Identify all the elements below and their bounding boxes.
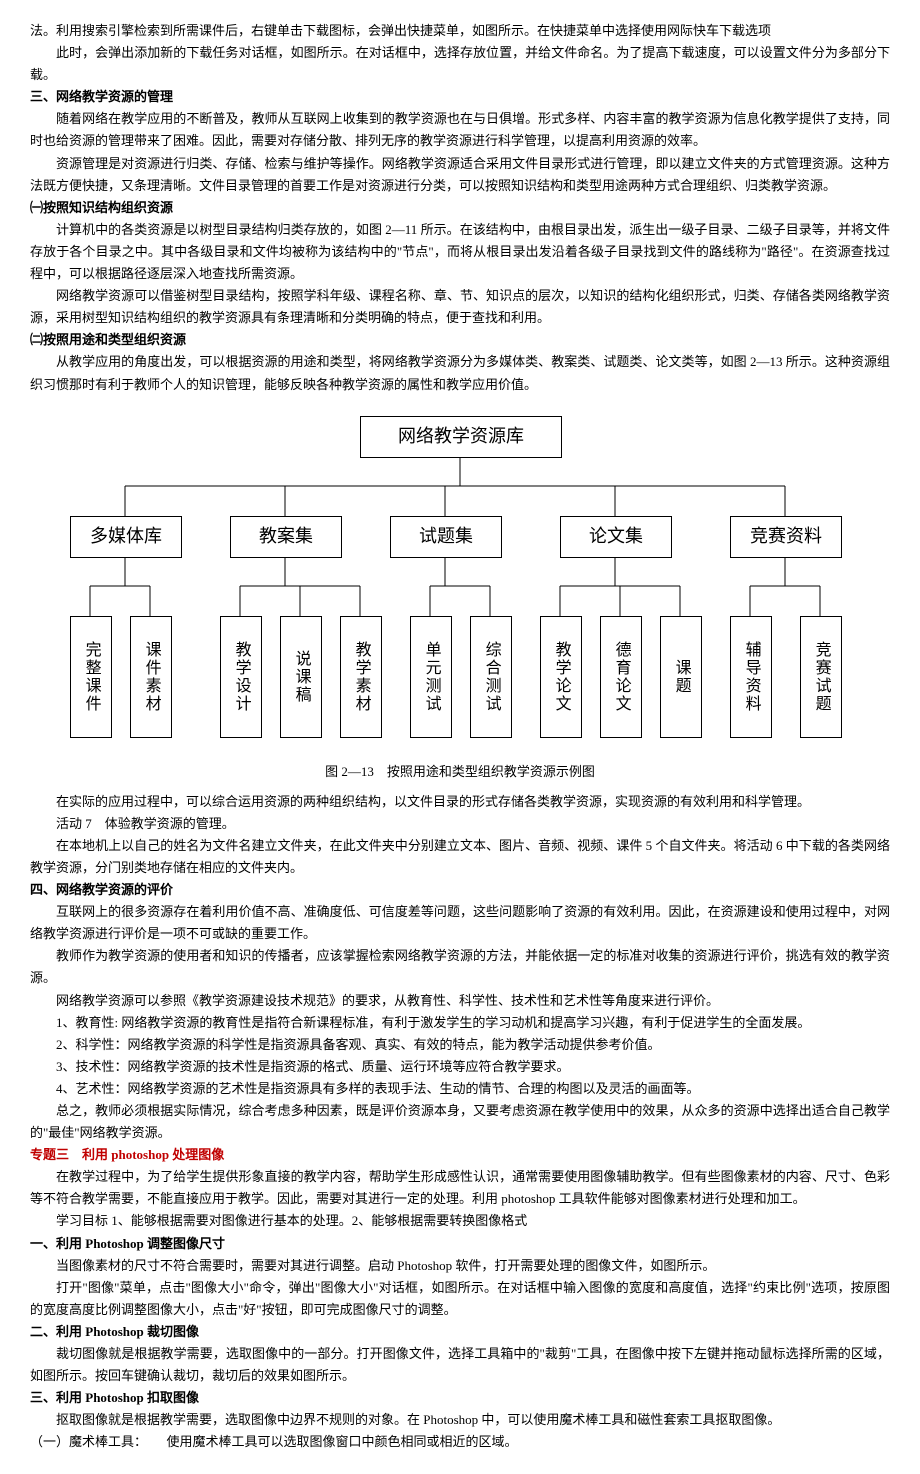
leaf-node: 说课稿 <box>280 616 322 738</box>
level2-node: 多媒体库 <box>70 516 182 558</box>
paragraph: 此时，会弹出添加新的下载任务对话框，如图所示。在对话框中，选择存放位置，并给文件… <box>30 42 890 86</box>
paragraph: 网络教学资源可以参照《教学资源建设技术规范》的要求，从教育性、科学性、技术性和艺… <box>30 990 890 1012</box>
level2-node: 论文集 <box>560 516 672 558</box>
paragraph: 裁切图像就是根据教学需要，选取图像中的一部分。打开图像文件，选择工具箱中的"裁剪… <box>30 1343 890 1387</box>
level2-node: 试题集 <box>390 516 502 558</box>
paragraph: 在教学过程中，为了给学生提供形象直接的教学内容，帮助学生形成感性认识，通常需要使… <box>30 1166 890 1210</box>
leaf-node: 教学设计 <box>220 616 262 738</box>
leaf-node: 辅导资料 <box>730 616 772 738</box>
leaf-node: 课题 <box>660 616 702 738</box>
subsection-heading: ㈡按照用途和类型组织资源 <box>30 329 890 351</box>
level2-node: 竞赛资料 <box>730 516 842 558</box>
paragraph: 互联网上的很多资源存在着利用价值不高、准确度低、可信度差等问题，这些问题影响了资… <box>30 901 890 945</box>
leaf-node: 课件素材 <box>130 616 172 738</box>
leaf-node: 单元测试 <box>410 616 452 738</box>
leaf-node: 教学素材 <box>340 616 382 738</box>
subsection-heading: ㈠按照知识结构组织资源 <box>30 197 890 219</box>
paragraph: 学习目标 1、能够根据需要对图像进行基本的处理。2、能够根据需要转换图像格式 <box>30 1210 890 1232</box>
section-heading: 三、利用 Photoshop 扣取图像 <box>30 1387 890 1409</box>
section-heading: 四、网络教学资源的评价 <box>30 879 890 901</box>
leaf-node: 完整课件 <box>70 616 112 738</box>
leaf-node: 教学论文 <box>540 616 582 738</box>
paragraph: 随着网络在教学应用的不断普及，教师从互联网上收集到的教学资源也在与日俱增。形式多… <box>30 108 890 152</box>
topic-heading: 专题三 利用 photoshop 处理图像 <box>30 1144 890 1166</box>
paragraph: 计算机中的各类资源是以树型目录结构归类存放的，如图 2—11 所示。在该结构中，… <box>30 219 890 285</box>
leaf-node: 德育论文 <box>600 616 642 738</box>
root-node: 网络教学资源库 <box>360 416 562 458</box>
paragraph: （一）魔术棒工具： 使用魔术棒工具可以选取图像窗口中颜色相同或相近的区域。 <box>30 1431 890 1453</box>
paragraph: 活动 7 体验教学资源的管理。 <box>30 813 890 835</box>
leaf-node: 竞赛试题 <box>800 616 842 738</box>
section-heading: 一、利用 Photoshop 调整图像尺寸 <box>30 1233 890 1255</box>
paragraph: 资源管理是对资源进行归类、存储、检索与维护等操作。网络教学资源适合采用文件目录形… <box>30 153 890 197</box>
section-heading: 三、网络教学资源的管理 <box>30 86 890 108</box>
list-item: 2、科学性：网络教学资源的科学性是指资源具备客观、真实、有效的特点，能为教学活动… <box>30 1034 890 1056</box>
paragraph: 网络教学资源可以借鉴树型目录结构，按照学科年级、课程名称、章、节、知识点的层次，… <box>30 285 890 329</box>
paragraph: 从教学应用的角度出发，可以根据资源的用途和类型，将网络教学资源分为多媒体类、教案… <box>30 351 890 395</box>
leaf-node: 综合测试 <box>470 616 512 738</box>
paragraph: 在本地机上以自己的姓名为文件名建立文件夹，在此文件夹中分别建立文本、图片、音频、… <box>30 835 890 879</box>
level2-node: 教案集 <box>230 516 342 558</box>
figure-caption: 图 2—13 按照用途和类型组织教学资源示例图 <box>30 761 890 783</box>
tree-diagram: 网络教学资源库 多媒体库 教案集 试题集 论文集 竞赛资料 完整课件课件素材 教学设计说课… <box>30 416 890 756</box>
paragraph: 当图像素材的尺寸不符合需要时，需要对其进行调整。启动 Photoshop 软件，… <box>30 1255 890 1277</box>
paragraph: 打开"图像"菜单，点击"图像大小"命令，弹出"图像大小"对话框，如图所示。在对话… <box>30 1277 890 1321</box>
list-item: 3、技术性：网络教学资源的技术性是指资源的格式、质量、运行环境等应符合教学要求。 <box>30 1056 890 1078</box>
paragraph: 抠取图像就是根据教学需要，选取图像中边界不规则的对象。在 Photoshop 中… <box>30 1409 890 1431</box>
paragraph: 教师作为教学资源的使用者和知识的传播者，应该掌握检索网络教学资源的方法，并能依据… <box>30 945 890 989</box>
paragraph: 在实际的应用过程中，可以综合运用资源的两种组织结构，以文件目录的形式存储各类教学… <box>30 791 890 813</box>
section-heading: 二、利用 Photoshop 裁切图像 <box>30 1321 890 1343</box>
list-item: 4、艺术性：网络教学资源的艺术性是指资源具有多样的表现手法、生动的情节、合理的构… <box>30 1078 890 1100</box>
paragraph: 法。利用搜索引擎检索到所需课件后，右键单击下载图标，会弹出快捷菜单，如图所示。在… <box>30 20 890 42</box>
list-item: 1、教育性: 网络教学资源的教育性是指符合新课程标准，有利于激发学生的学习动机和… <box>30 1012 890 1034</box>
paragraph: 总之，教师必须根据实际情况，综合考虑多种因素，既是评价资源本身，又要考虑资源在教… <box>30 1100 890 1144</box>
